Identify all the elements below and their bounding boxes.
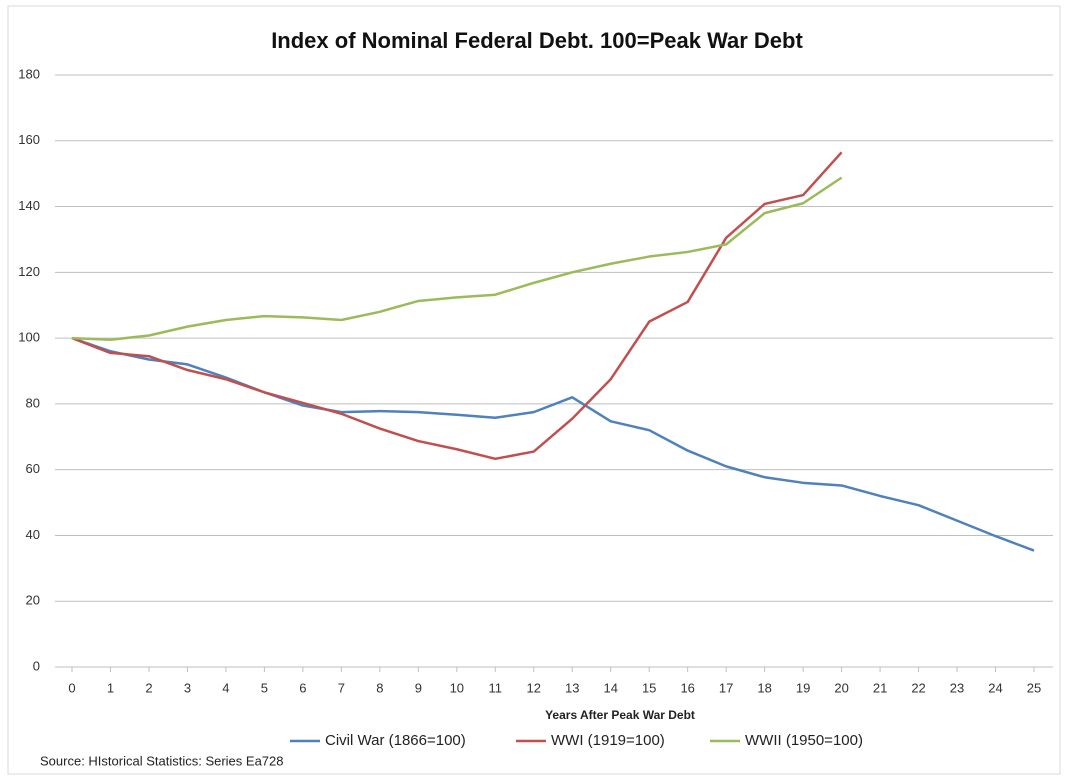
y-tick-label: 140 (18, 198, 40, 213)
x-tick-label: 4 (222, 680, 229, 695)
legend-label: WWII (1950=100) (745, 732, 863, 749)
x-tick-label: 2 (145, 680, 152, 695)
y-tick-label: 120 (18, 264, 40, 279)
x-tick-label: 11 (489, 680, 503, 695)
x-tick-label: 6 (299, 680, 306, 695)
x-tick-label: 3 (184, 680, 191, 695)
x-tick-label: 21 (873, 680, 887, 695)
x-tick-label: 14 (603, 680, 617, 695)
x-tick-label: 24 (988, 680, 1002, 695)
series-line (71, 151, 843, 461)
y-tick-label: 160 (18, 132, 40, 147)
source-note: Source: HIstorical Statistics: Series Ea… (40, 753, 284, 768)
series-line (71, 176, 843, 342)
x-tick-label: 5 (261, 680, 268, 695)
y-tick-label: 80 (26, 395, 40, 410)
x-tick-label: 13 (565, 680, 579, 695)
x-axis-title: Years After Peak War Debt (545, 708, 695, 722)
y-tick-label: 60 (26, 461, 40, 476)
y-tick-label: 100 (18, 330, 40, 345)
series-line (71, 336, 1035, 552)
x-tick-label: 16 (680, 680, 694, 695)
x-tick-label: 0 (68, 680, 75, 695)
legend-label: Civil War (1866=100) (325, 732, 466, 749)
x-tick-label: 9 (415, 680, 422, 695)
x-tick-label: 19 (796, 680, 810, 695)
x-tick-label: 12 (527, 680, 541, 695)
chart-title: Index of Nominal Federal Debt. 100=Peak … (271, 28, 803, 53)
x-tick-label: 20 (834, 680, 848, 695)
y-tick-label: 180 (18, 66, 40, 81)
y-tick-label: 40 (26, 527, 40, 542)
x-tick-label: 18 (757, 680, 771, 695)
x-tick-label: 1 (107, 680, 114, 695)
x-tick-label: 25 (1027, 680, 1041, 695)
legend-label: WWI (1919=100) (551, 732, 665, 749)
x-tick-label: 8 (376, 680, 383, 695)
x-tick-label: 15 (642, 680, 656, 695)
x-tick-label: 7 (338, 680, 345, 695)
y-tick-label: 0 (33, 658, 40, 673)
x-tick-label: 22 (911, 680, 925, 695)
x-tick-label: 17 (719, 680, 733, 695)
x-tick-label: 10 (450, 680, 464, 695)
x-tick-label: 23 (950, 680, 964, 695)
y-tick-label: 20 (26, 593, 40, 608)
chart-border (7, 5, 1061, 775)
